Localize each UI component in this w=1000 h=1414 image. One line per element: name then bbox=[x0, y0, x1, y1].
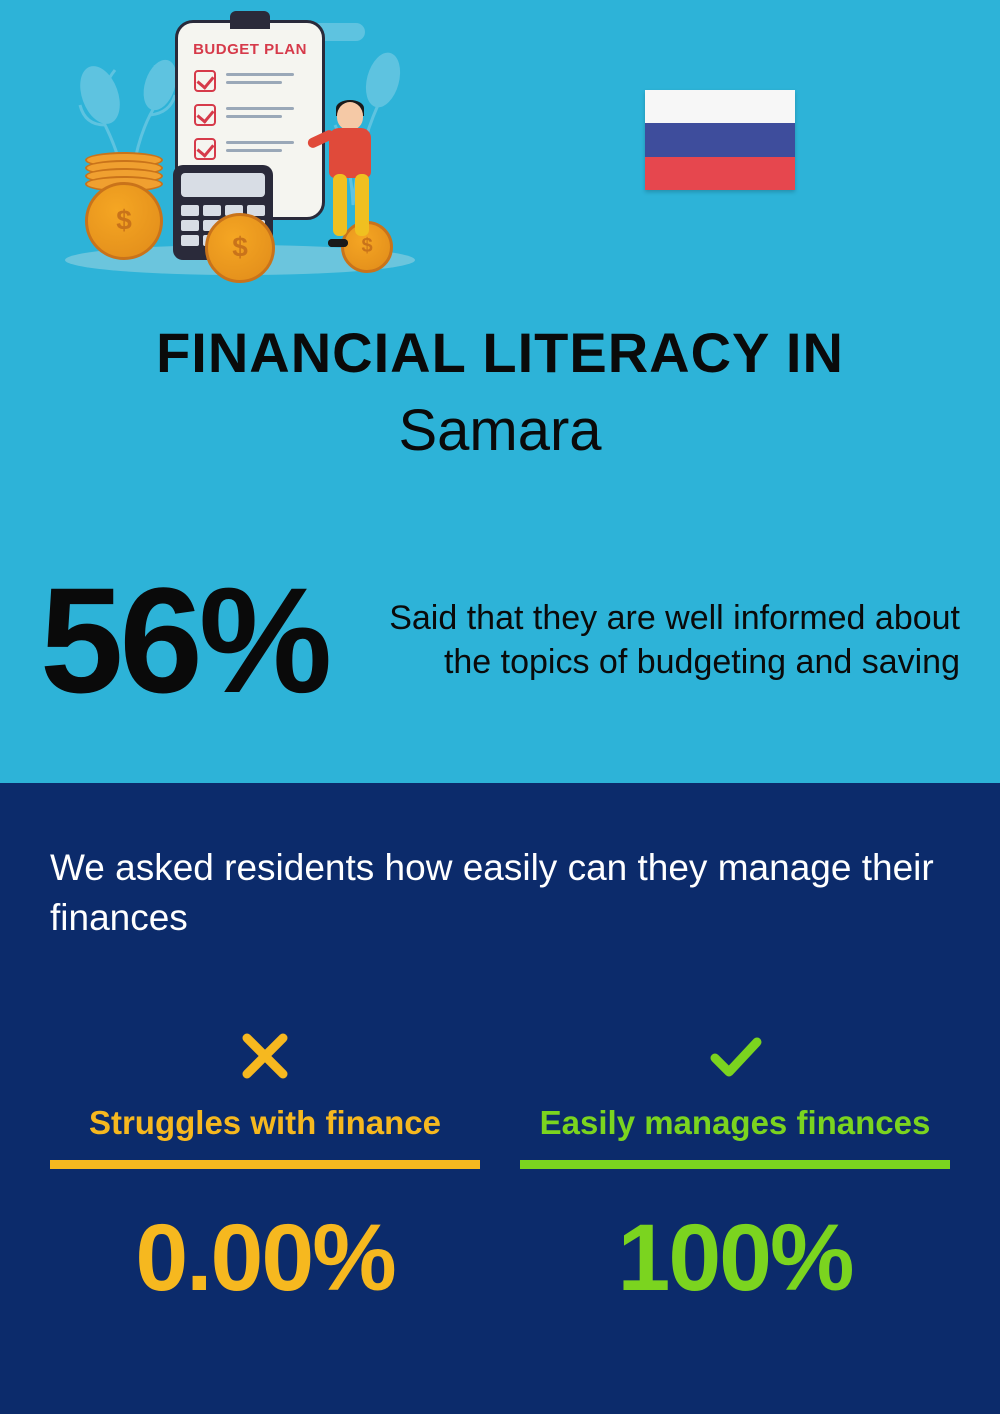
person-icon bbox=[315, 102, 385, 257]
stat-block: 56% Said that they are well informed abo… bbox=[40, 565, 960, 715]
flag-stripe-white bbox=[645, 90, 795, 123]
coin-stack-icon: $ bbox=[85, 160, 163, 260]
top-section: BUDGET PLAN $ $ $ bbox=[0, 0, 1000, 783]
stat-value: 56% bbox=[40, 565, 328, 715]
infographic-page: BUDGET PLAN $ $ $ bbox=[0, 0, 1000, 1414]
cross-icon bbox=[237, 1028, 293, 1084]
title-sub: Samara bbox=[0, 397, 1000, 464]
coin-icon: $ bbox=[205, 213, 275, 283]
result-left-divider bbox=[50, 1160, 480, 1169]
bottom-section: We asked residents how easily can they m… bbox=[0, 783, 1000, 1414]
title-block: FINANCIAL LITERACY IN Samara bbox=[0, 320, 1000, 464]
result-right-divider bbox=[520, 1160, 950, 1169]
result-right-value: 100% bbox=[618, 1204, 853, 1313]
result-manages: Easily manages finances 100% bbox=[520, 1028, 950, 1313]
title-main: FINANCIAL LITERACY IN bbox=[0, 320, 1000, 385]
question-text: We asked residents how easily can they m… bbox=[50, 843, 950, 943]
clipboard-title: BUDGET PLAN bbox=[178, 41, 322, 58]
flag-stripe-red bbox=[645, 157, 795, 190]
result-left-value: 0.00% bbox=[135, 1204, 394, 1313]
stat-description: Said that they are well informed about t… bbox=[358, 596, 960, 684]
result-struggles: Struggles with finance 0.00% bbox=[50, 1028, 480, 1313]
flag-icon bbox=[645, 90, 795, 190]
results-row: Struggles with finance 0.00% Easily mana… bbox=[50, 1028, 950, 1313]
result-right-label: Easily manages finances bbox=[540, 1104, 931, 1142]
check-icon bbox=[707, 1028, 763, 1084]
budget-illustration: BUDGET PLAN $ $ $ bbox=[85, 15, 395, 275]
flag-stripe-blue bbox=[645, 123, 795, 156]
result-left-label: Struggles with finance bbox=[89, 1104, 441, 1142]
